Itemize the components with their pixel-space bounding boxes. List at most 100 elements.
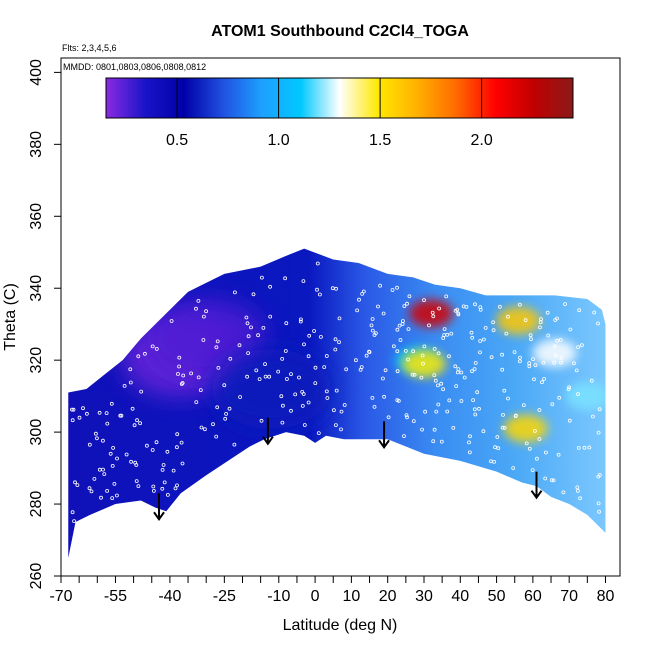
sample-point — [582, 445, 587, 450]
sample-point — [316, 431, 321, 436]
sample-point — [468, 434, 472, 439]
sample-point — [337, 316, 342, 321]
sample-point — [432, 427, 437, 432]
sample-point — [432, 346, 437, 351]
sample-point — [537, 437, 542, 441]
sample-point — [372, 333, 377, 337]
sample-point — [215, 339, 220, 344]
sample-point — [132, 423, 137, 428]
arrow-head — [262, 436, 274, 446]
sample-point — [244, 315, 249, 320]
sample-point — [592, 310, 597, 315]
x-tick-label: 30 — [415, 588, 433, 605]
sample-point — [471, 398, 476, 403]
sample-point — [289, 408, 293, 413]
sample-point — [421, 361, 425, 366]
sample-point — [461, 304, 466, 309]
arrow-head — [530, 490, 543, 500]
sample-point — [561, 490, 566, 495]
sample-point — [174, 445, 179, 450]
sample-point — [302, 423, 307, 427]
sample-point — [472, 367, 477, 372]
sample-point — [204, 309, 209, 314]
sample-point — [419, 375, 424, 380]
sample-point — [134, 479, 139, 484]
sample-point — [546, 333, 551, 338]
sample-point — [434, 409, 439, 414]
sample-point — [557, 395, 562, 400]
sample-point — [420, 427, 425, 432]
x-axis-label: Latitude (deg N) — [283, 617, 398, 634]
sample-point — [531, 357, 535, 362]
sample-point — [410, 372, 415, 377]
sample-point — [298, 319, 303, 324]
sample-point — [337, 340, 341, 345]
sample-point — [198, 388, 203, 393]
sample-point — [431, 314, 436, 319]
sample-point — [177, 355, 182, 360]
sample-point — [489, 355, 494, 360]
sample-point — [160, 467, 165, 472]
sample-point — [201, 314, 206, 319]
sample-point — [555, 338, 559, 343]
sample-point — [518, 355, 522, 360]
sample-point — [324, 389, 329, 394]
sample-point — [307, 333, 312, 338]
sample-point — [437, 306, 442, 311]
sample-point — [511, 466, 516, 471]
sample-point — [315, 261, 320, 266]
sample-point — [267, 374, 272, 379]
sample-point — [504, 331, 509, 336]
sample-point — [524, 441, 529, 446]
sample-point — [591, 414, 595, 419]
sample-point — [380, 376, 385, 381]
sample-point — [478, 350, 482, 355]
sample-point — [549, 478, 554, 483]
sample-point — [71, 407, 76, 412]
sample-point — [72, 519, 76, 523]
x-tick-label: 40 — [451, 588, 469, 605]
sample-point — [246, 334, 251, 339]
sample-point — [459, 399, 464, 403]
sample-point — [442, 333, 447, 337]
sample-point — [469, 330, 474, 335]
x-tick-label: 70 — [560, 588, 578, 605]
sample-point — [223, 416, 228, 421]
sample-point — [87, 486, 92, 491]
colorbar-tick-label: 2.0 — [471, 132, 493, 149]
sample-point — [576, 345, 580, 350]
y-tick-label: 340 — [28, 275, 45, 302]
sample-point — [386, 415, 391, 420]
sample-point — [128, 367, 133, 372]
sample-point — [99, 495, 103, 500]
sample-point — [481, 337, 486, 342]
sample-point — [312, 329, 317, 333]
sample-point — [160, 486, 165, 491]
sample-point — [216, 365, 221, 370]
colorbar-tick-label: 1.0 — [267, 132, 289, 149]
arrow-head — [153, 511, 165, 521]
sample-point — [94, 431, 98, 436]
sample-point — [154, 440, 159, 445]
sample-point — [383, 368, 388, 373]
sample-point — [527, 446, 532, 451]
sample-point — [506, 314, 510, 319]
y-axis-label: Theta (C) — [2, 283, 19, 351]
sample-point — [202, 427, 207, 432]
sample-point — [105, 421, 110, 426]
sample-point — [122, 383, 127, 388]
sample-point — [596, 501, 601, 506]
sample-point — [339, 427, 343, 432]
sample-point — [514, 413, 518, 418]
sample-point — [344, 367, 349, 372]
sample-point — [411, 419, 416, 424]
sample-point — [544, 450, 548, 455]
sample-point — [391, 344, 396, 349]
sample-point — [214, 345, 219, 350]
sample-point — [176, 372, 180, 376]
sample-point — [400, 319, 405, 323]
sample-point — [376, 304, 380, 309]
plot-frame — [60, 57, 621, 577]
sample-point — [467, 450, 472, 455]
sample-point — [181, 373, 186, 378]
